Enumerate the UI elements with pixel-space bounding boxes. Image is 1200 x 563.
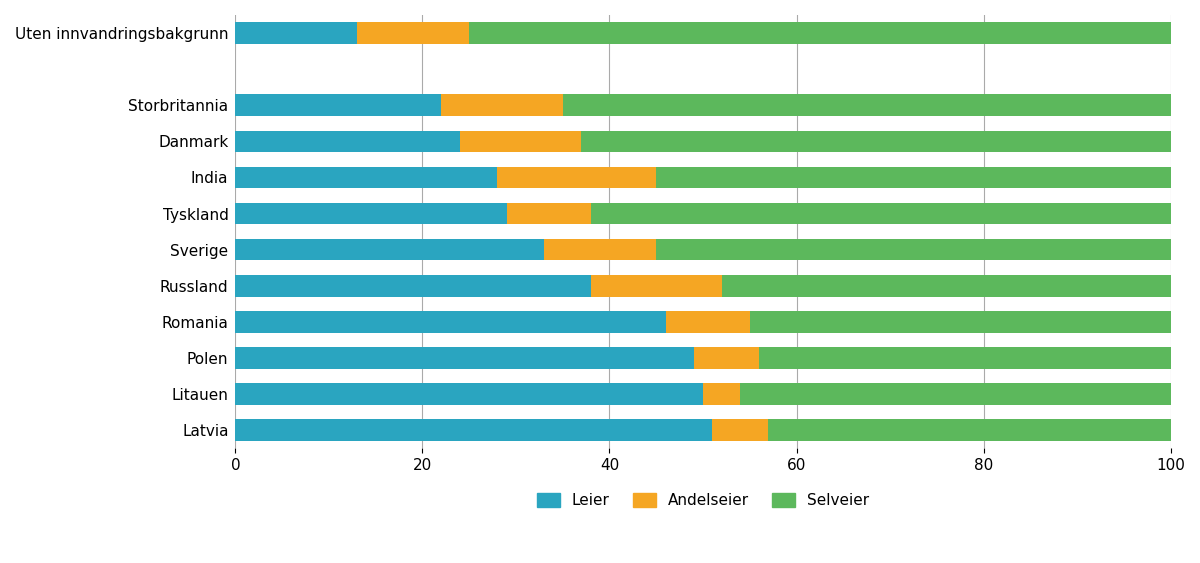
Bar xyxy=(235,275,590,297)
Bar xyxy=(703,383,740,405)
Bar xyxy=(768,419,1170,441)
Bar xyxy=(235,167,497,188)
Bar xyxy=(469,22,1170,44)
Bar xyxy=(235,239,544,261)
Bar xyxy=(460,131,582,152)
Bar xyxy=(750,311,1170,333)
Bar xyxy=(235,203,506,225)
Bar xyxy=(235,419,713,441)
Bar xyxy=(235,311,666,333)
Bar xyxy=(235,131,460,152)
Bar xyxy=(358,22,469,44)
Bar xyxy=(497,167,656,188)
Bar xyxy=(721,275,1170,297)
Bar xyxy=(235,347,694,369)
Bar xyxy=(740,383,1170,405)
Bar xyxy=(713,419,768,441)
Bar xyxy=(760,347,1170,369)
Bar xyxy=(442,95,563,116)
Bar xyxy=(235,95,442,116)
Bar xyxy=(582,131,1170,152)
Bar xyxy=(590,275,721,297)
Bar xyxy=(656,239,1170,261)
Bar xyxy=(694,347,760,369)
Bar xyxy=(235,22,358,44)
Bar xyxy=(235,383,703,405)
Bar xyxy=(544,239,656,261)
Legend: Leier, Andelseier, Selveier: Leier, Andelseier, Selveier xyxy=(530,487,875,514)
Bar xyxy=(563,95,1170,116)
Bar xyxy=(506,203,590,225)
Bar xyxy=(666,311,750,333)
Bar xyxy=(590,203,1170,225)
Bar xyxy=(656,167,1170,188)
